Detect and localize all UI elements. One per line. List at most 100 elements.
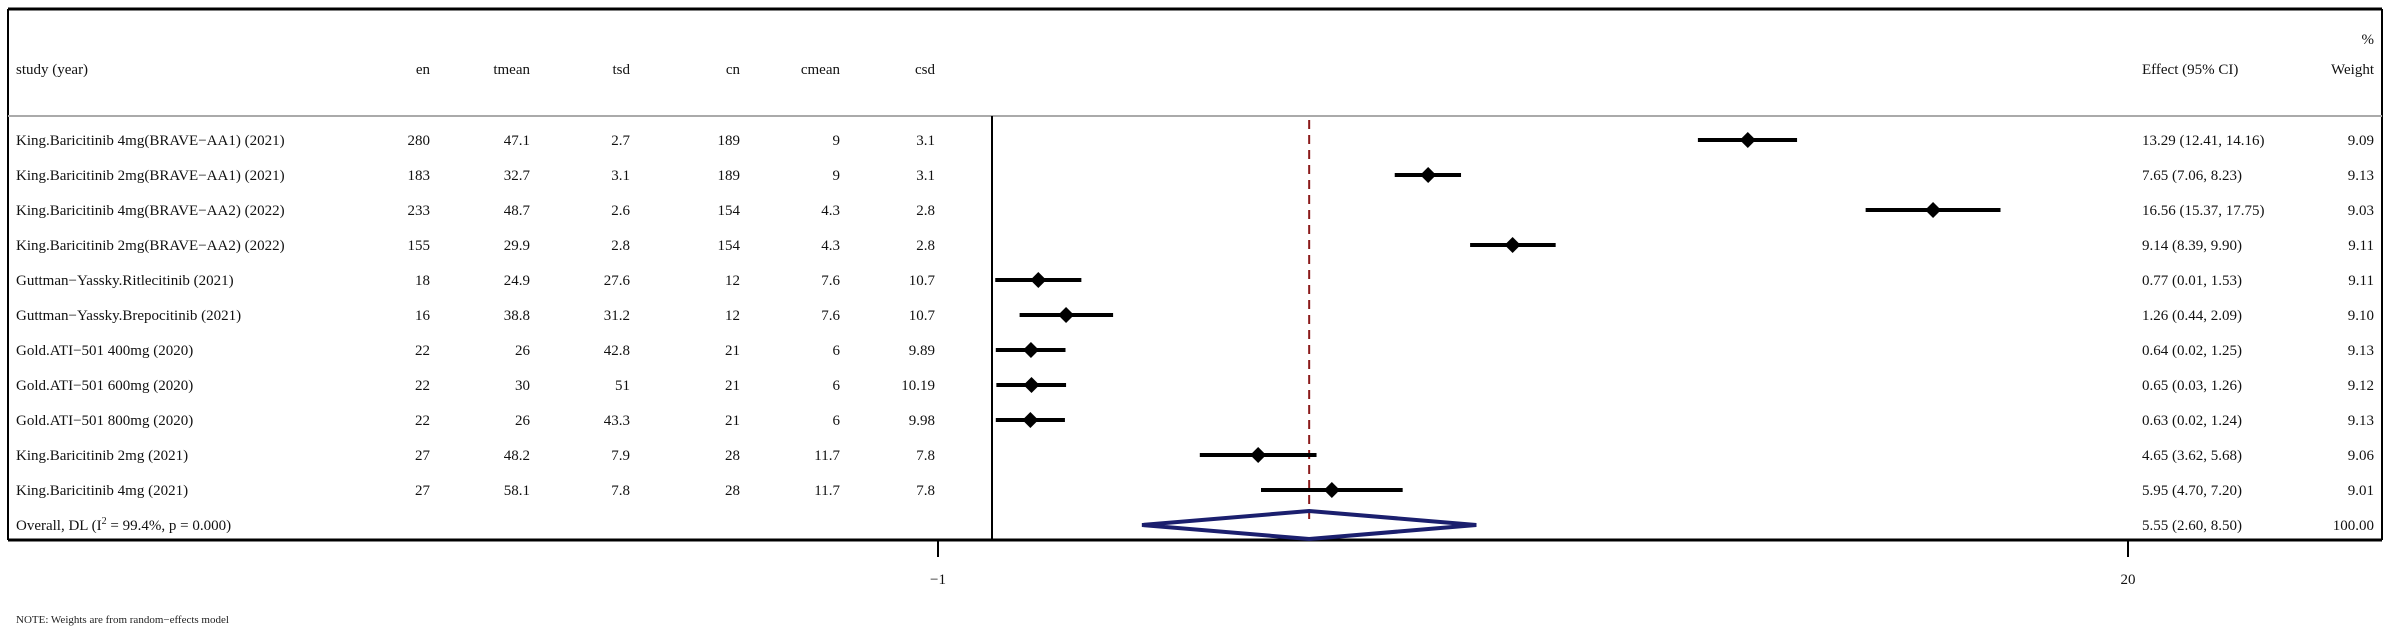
cell-cmean: 6 [833,378,841,394]
cell-cmean: 7.6 [821,308,840,324]
cell-tmean: 58.1 [504,483,530,499]
cell-en: 22 [415,413,430,429]
cell-tsd: 7.9 [611,448,630,464]
study-label: King.Baricitinib 2mg(BRAVE−AA1) (2021) [16,168,285,184]
effect-ci-text: 0.63 (0.02, 1.24) [2142,413,2242,429]
weight-value: 9.10 [2348,308,2374,324]
column-header-study: study (year) [16,62,88,78]
effect-marker [1739,132,1756,148]
study-label: Gold.ATI−501 800mg (2020) [16,413,193,429]
column-header-en: en [416,62,431,78]
effect-ci-text: 0.65 (0.03, 1.26) [2142,378,2242,394]
cell-cn: 28 [725,483,740,499]
study-label: Gold.ATI−501 600mg (2020) [16,378,193,394]
cell-tmean: 26 [515,413,531,429]
cell-tsd: 31.2 [604,308,630,324]
column-header-cn: cn [726,62,741,78]
effect-marker [1323,482,1340,498]
effect-marker [1420,167,1437,183]
cell-en: 183 [408,168,431,184]
effect-marker [1022,342,1039,358]
cell-tsd: 7.8 [611,483,630,499]
effect-marker [1058,307,1075,323]
cell-tsd: 51 [615,378,630,394]
cell-csd: 10.7 [909,308,936,324]
cell-en: 22 [415,343,430,359]
study-label: King.Baricitinib 4mg(BRAVE−AA1) (2021) [16,133,285,149]
cell-csd: 9.89 [909,343,935,359]
effect-marker [1925,202,1942,218]
cell-cmean: 9 [833,133,841,149]
overall-effect-text: 5.55 (2.60, 8.50) [2142,518,2242,534]
cell-tmean: 32.7 [504,168,531,184]
cell-cn: 21 [725,378,740,394]
cell-csd: 2.8 [916,203,935,219]
weight-value: 9.11 [2348,238,2374,254]
effect-ci-text: 13.29 (12.41, 14.16) [2142,133,2265,149]
cell-csd: 10.19 [901,378,935,394]
model-note: NOTE: Weights are from random−effects mo… [16,614,229,626]
effect-ci-text: 1.26 (0.44, 2.09) [2142,308,2242,324]
cell-cmean: 11.7 [814,483,840,499]
cell-csd: 10.7 [909,273,936,289]
column-header-cmean: cmean [801,62,841,78]
study-label: Guttman−Yassky.Brepocitinib (2021) [16,308,241,324]
cell-cmean: 4.3 [821,203,840,219]
cell-tsd: 2.8 [611,238,630,254]
cell-tsd: 43.3 [604,413,630,429]
cell-tmean: 29.9 [504,238,530,254]
cell-tsd: 3.1 [611,168,630,184]
cell-cmean: 6 [833,343,841,359]
cell-cmean: 7.6 [821,273,840,289]
effect-ci-text: 9.14 (8.39, 9.90) [2142,238,2242,254]
weight-value: 9.13 [2348,413,2374,429]
weight-value: 9.09 [2348,133,2374,149]
cell-cn: 12 [725,273,740,289]
cell-tmean: 30 [515,378,530,394]
overall-diamond [1141,508,1477,542]
effect-marker [1022,412,1039,428]
cell-tmean: 47.1 [504,133,530,149]
effect-marker [1030,272,1047,288]
cell-cn: 12 [725,308,740,324]
cell-tsd: 2.7 [611,133,630,149]
cell-cmean: 9 [833,168,841,184]
cell-en: 233 [408,203,431,219]
effect-marker [1504,237,1521,253]
effect-ci-text: 16.56 (15.37, 17.75) [2142,203,2265,219]
cell-tsd: 2.6 [611,203,630,219]
study-label: Gold.ATI−501 400mg (2020) [16,343,193,359]
cell-csd: 3.1 [916,133,935,149]
study-label: King.Baricitinib 2mg (2021) [16,448,188,464]
effect-ci-text: 0.77 (0.01, 1.53) [2142,273,2242,289]
cell-tmean: 38.8 [504,308,530,324]
weight-value: 9.13 [2348,168,2374,184]
cell-tmean: 26 [515,343,531,359]
overall-label: Overall, DL (I2 = 99.4%, p = 0.000) [16,516,231,534]
column-header-tsd: tsd [612,62,630,78]
cell-cn: 28 [725,448,740,464]
effect-marker [1023,377,1040,393]
study-label: King.Baricitinib 4mg(BRAVE−AA2) (2022) [16,203,285,219]
cell-cn: 154 [718,238,741,254]
cell-en: 155 [408,238,431,254]
weight-value: 9.11 [2348,273,2374,289]
weight-value: 9.06 [2348,448,2375,464]
x-tick-label: 20 [2121,572,2136,588]
cell-tmean: 24.9 [504,273,530,289]
effect-ci-text: 5.95 (4.70, 7.20) [2142,483,2242,499]
overall-weight: 100.00 [2333,518,2374,534]
cell-cn: 21 [725,343,740,359]
cell-tsd: 42.8 [604,343,630,359]
weight-value: 9.13 [2348,343,2374,359]
column-header-weight-percent: % [2362,32,2375,48]
cell-cmean: 4.3 [821,238,840,254]
cell-csd: 2.8 [916,238,935,254]
cell-tmean: 48.7 [504,203,531,219]
cell-cn: 189 [718,133,741,149]
weight-value: 9.03 [2348,203,2374,219]
cell-cmean: 6 [833,413,841,429]
cell-en: 18 [415,273,430,289]
weight-value: 9.01 [2348,483,2374,499]
